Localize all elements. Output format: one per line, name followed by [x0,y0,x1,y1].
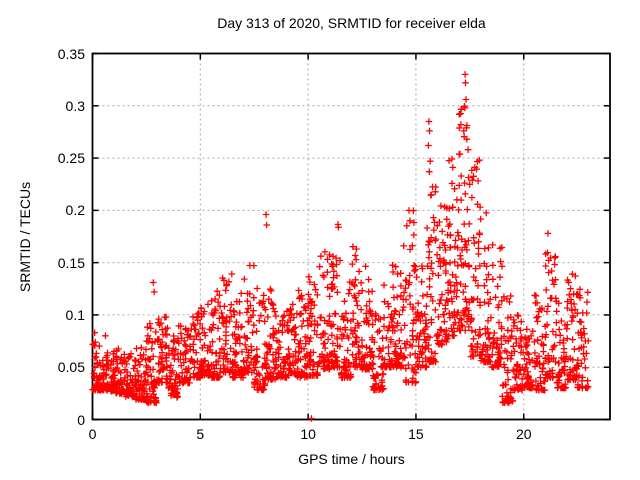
chart-title: Day 313 of 2020, SRMTID for receiver eld… [217,15,486,31]
x-tick-label: 15 [408,426,424,442]
y-tick-label: 0.05 [57,359,85,376]
plot-border [91,52,611,421]
y-tick-label: 0.3 [65,97,85,114]
x-tick-label: 10 [300,426,316,442]
y-tick-label: 0 [77,411,85,428]
x-tick-label: 20 [515,426,532,442]
x-tick-label: 0 [88,426,97,442]
y-tick-label: 0.15 [57,254,85,271]
x-tick-label: 5 [196,426,205,442]
y-tick-label: 0.25 [57,150,85,167]
scatter-points [89,71,592,422]
y-tick-label: 0.35 [57,45,85,62]
y-tick-label: 0.2 [65,202,85,219]
y-tick-label: 0.1 [65,306,85,323]
y-axis-label: SRMTID / TECUs [17,181,33,293]
x-axis-label: GPS time / hours [298,451,405,467]
